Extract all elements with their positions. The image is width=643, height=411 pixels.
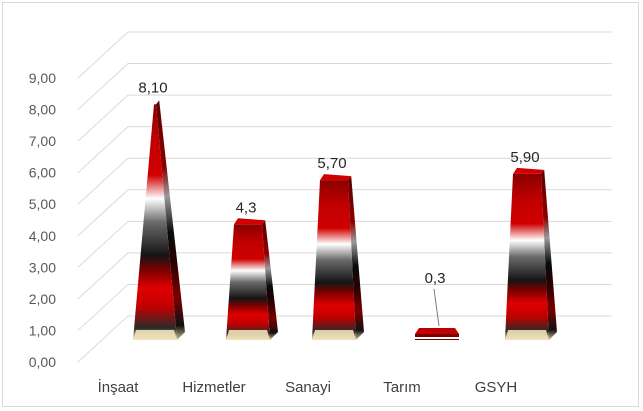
bar-top-face (234, 218, 266, 225)
data-label: 4,3 (236, 199, 257, 216)
gridline (77, 94, 612, 142)
gridline (77, 315, 612, 363)
gridline (77, 31, 612, 79)
bar-front-face (505, 173, 549, 340)
bar-top-face (320, 174, 352, 181)
bar-top-face (415, 328, 459, 334)
data-labels: 8,10 4,3 5,70 0,3 5,90 (138, 79, 540, 327)
bar-side-face (541, 169, 557, 340)
gridline (77, 126, 612, 174)
y-tick-label: 8,00 (29, 102, 56, 118)
gridline (77, 157, 612, 205)
x-tick-label: Sanayi (285, 379, 331, 396)
bar-side-face (156, 100, 185, 341)
gridline (77, 189, 612, 237)
bar-front-face (133, 104, 177, 341)
y-tick-label: 9,00 (29, 70, 56, 86)
data-label: 5,90 (510, 149, 539, 166)
data-label: 0,3 (425, 270, 446, 287)
y-tick-label: 6,00 (29, 165, 56, 181)
leader-line (433, 288, 440, 327)
y-tick-label: 3,00 (29, 259, 56, 275)
bar-stripe (415, 337, 459, 339)
pyramid-bar (133, 100, 185, 341)
y-tick-label: 0,00 (29, 354, 56, 370)
gridline (77, 252, 612, 300)
x-tick-label: İnşaat (98, 378, 140, 396)
x-tick-label: Tarım (383, 379, 421, 396)
gridline (77, 63, 612, 110)
bars (133, 100, 557, 341)
data-label: 8,10 (138, 79, 167, 96)
bar-base (505, 330, 549, 340)
y-tick-label: 7,00 (29, 133, 56, 149)
pyramid-bar (226, 218, 278, 340)
bar-base (133, 330, 177, 340)
gridline (77, 220, 612, 268)
bar-front-face (312, 180, 356, 340)
bar-base (226, 330, 270, 340)
bar-top-face (513, 167, 545, 174)
bar-side-face (348, 176, 364, 340)
bar-front-face (226, 224, 270, 340)
y-tick-label: 1,00 (29, 322, 56, 338)
gridline (77, 283, 612, 331)
x-axis-ticks: İnşaat Hizmetler Sanayi Tarım GSYH (98, 378, 518, 396)
bar-base (312, 330, 356, 340)
pyramid-bar (415, 328, 459, 340)
pyramid-bar (312, 174, 364, 340)
pyramid-bar (505, 167, 557, 340)
y-axis-ticks: 0,00 1,00 2,00 3,00 4,00 5,00 6,00 7,00 8,00 9,00 (29, 70, 56, 370)
y-tick-label: 4,00 (29, 228, 56, 244)
x-tick-label: GSYH (475, 379, 518, 396)
data-label: 5,70 (317, 155, 346, 172)
bar-side-face (262, 220, 278, 340)
y-tick-label: 5,00 (29, 196, 56, 212)
y-tick-label: 2,00 (29, 291, 56, 307)
gridlines (77, 31, 612, 363)
x-tick-label: Hizmetler (182, 379, 245, 396)
